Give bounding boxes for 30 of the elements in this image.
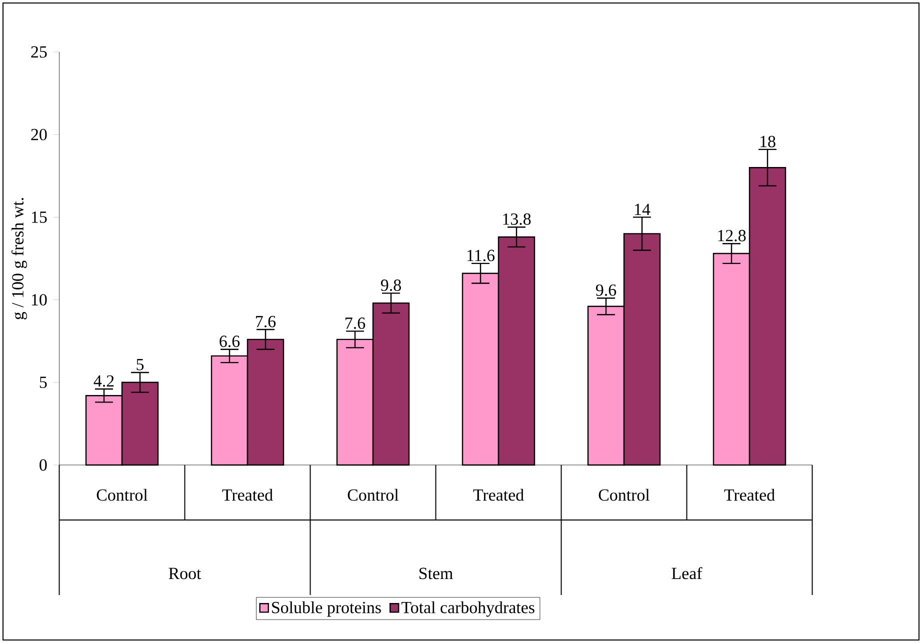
x-tick-label: Control bbox=[598, 488, 650, 501]
x-tick-label: Treated bbox=[724, 488, 775, 501]
text: Leaf bbox=[672, 567, 702, 580]
legend-label: Total carbohydrates bbox=[402, 601, 534, 617]
y-tick-label: 15 bbox=[32, 212, 47, 223]
data-label: 4.2 bbox=[94, 375, 114, 387]
y-tick-label: 25 bbox=[31, 46, 47, 58]
y-tick-label: 20 bbox=[31, 128, 47, 140]
data-label: 9.8 bbox=[380, 279, 401, 291]
data-label: 5 bbox=[136, 359, 144, 370]
data-label: 14 bbox=[635, 204, 650, 215]
data-label: 11.6 bbox=[467, 250, 495, 262]
data-label: 18 bbox=[760, 136, 776, 148]
y-tick-label: 5 bbox=[40, 376, 47, 388]
y-tick-label: 0 bbox=[40, 459, 47, 471]
data-label: 12.8 bbox=[718, 230, 746, 242]
x-tick-label: Treated bbox=[473, 488, 524, 501]
x-tick-label: Treated bbox=[222, 488, 273, 501]
x-tick-label: Control bbox=[348, 488, 399, 501]
data-label: 9.6 bbox=[596, 284, 616, 296]
y-tick-label: 10 bbox=[32, 294, 47, 306]
legend-label: Soluble proteins bbox=[272, 601, 381, 617]
text: Root bbox=[168, 568, 202, 580]
text: Stem bbox=[419, 568, 453, 580]
data-label: 13.8 bbox=[503, 213, 531, 225]
data-label: 7.6 bbox=[256, 316, 276, 328]
data-label: 7.6 bbox=[346, 318, 366, 329]
data-label: 6.6 bbox=[220, 336, 240, 348]
x-tick-label: Control bbox=[96, 488, 148, 501]
y-axis-title: g / 100 g fresh wt. bbox=[11, 198, 27, 320]
